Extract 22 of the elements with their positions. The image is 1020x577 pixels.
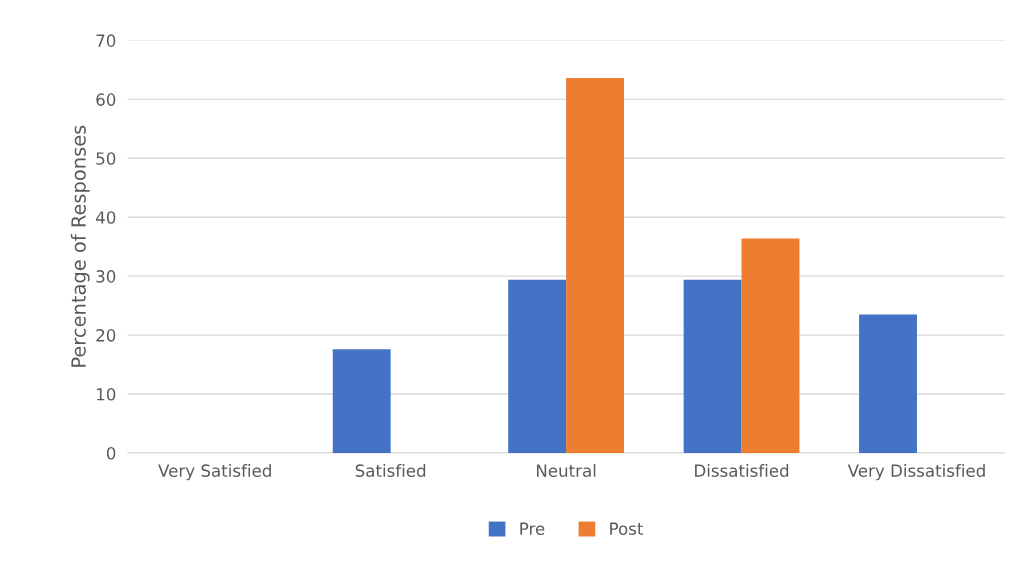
legend-label: Pre xyxy=(520,522,545,535)
y-tick-label: 60 xyxy=(96,93,116,106)
bar xyxy=(508,279,567,453)
bar xyxy=(859,314,917,453)
y-tick-label: 20 xyxy=(96,329,116,342)
bar xyxy=(332,349,391,453)
legend-label: Post xyxy=(610,522,644,535)
x-tick-label: Neutral xyxy=(536,464,596,477)
bar xyxy=(566,78,624,453)
y-tick-label: 0 xyxy=(106,446,116,460)
y-tick-label: 30 xyxy=(96,270,116,283)
y-tick-label: 40 xyxy=(96,211,116,224)
bar xyxy=(741,238,800,453)
bar xyxy=(683,279,742,453)
x-tick-label: Very Satisfied xyxy=(158,464,271,481)
y-tick-label: 70 xyxy=(96,34,116,47)
x-tick-label: Dissatisfied xyxy=(695,464,789,477)
x-tick-label: Very Dissatisfied xyxy=(847,464,985,481)
y-tick-label: 10 xyxy=(97,387,116,401)
x-tick-label: Satisfied xyxy=(355,464,426,477)
y-axis-title: Percentage of Responses xyxy=(70,125,90,367)
y-tick-label: 50 xyxy=(96,152,116,165)
